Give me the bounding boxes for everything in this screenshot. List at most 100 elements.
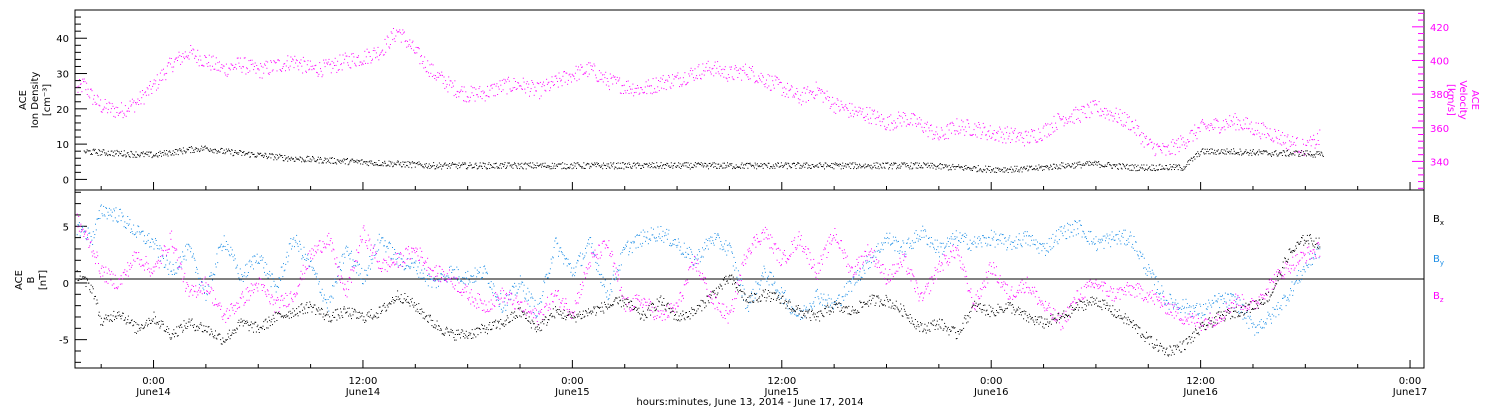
by-series-point bbox=[623, 247, 625, 248]
density-series-point bbox=[120, 150, 122, 152]
by-series-point bbox=[402, 261, 404, 262]
by-series-point bbox=[652, 234, 654, 236]
velocity-series-point bbox=[602, 81, 604, 83]
by-series-point bbox=[149, 241, 151, 243]
density-series-point bbox=[274, 157, 276, 159]
velocity-series-point bbox=[1004, 127, 1006, 129]
density-series-point bbox=[134, 156, 136, 158]
by-series-point bbox=[290, 238, 292, 240]
velocity-series-point bbox=[417, 47, 419, 49]
density-series-point bbox=[745, 163, 747, 164]
density-series-point bbox=[443, 164, 445, 166]
by-series-point bbox=[618, 265, 620, 267]
density-series-point bbox=[657, 166, 659, 167]
velocity-series-point bbox=[517, 82, 519, 84]
velocity-series-point bbox=[1100, 115, 1102, 117]
density-series-point bbox=[352, 158, 354, 160]
by-series-point bbox=[117, 221, 118, 223]
by-series-point bbox=[619, 269, 621, 271]
by-series-point bbox=[769, 271, 771, 273]
velocity-series-point bbox=[100, 99, 102, 101]
by-series-point bbox=[639, 234, 641, 236]
density-series-point bbox=[700, 164, 701, 165]
by-series-point bbox=[909, 242, 911, 244]
velocity-series-point bbox=[717, 71, 719, 73]
velocity-series-point bbox=[936, 126, 938, 128]
by-series-point bbox=[206, 294, 208, 296]
by-series-point bbox=[146, 241, 148, 243]
by-series-point bbox=[895, 239, 897, 241]
velocity-series-point bbox=[526, 81, 528, 83]
density-series-point bbox=[1026, 167, 1027, 169]
by-series-point bbox=[1163, 299, 1165, 301]
density-series-point bbox=[1082, 163, 1084, 165]
density-series-point bbox=[298, 158, 300, 160]
velocity-series-point bbox=[323, 62, 325, 64]
x-tick-date-label: June16 bbox=[1182, 387, 1218, 398]
density-series-point bbox=[802, 166, 804, 168]
density-series-point bbox=[859, 163, 860, 165]
density-series-point bbox=[819, 162, 821, 164]
by-series-point bbox=[1012, 241, 1014, 243]
density-series-point bbox=[864, 167, 866, 169]
by-series-point bbox=[1094, 243, 1095, 245]
by-series-point bbox=[896, 241, 898, 243]
velocity-series-point bbox=[849, 112, 851, 114]
density-series-point bbox=[172, 153, 173, 155]
velocity-series-point bbox=[365, 56, 367, 58]
velocity-series-point bbox=[850, 115, 852, 117]
by-series-point bbox=[1142, 253, 1144, 255]
density-series-point bbox=[321, 162, 323, 164]
by-series-point bbox=[988, 237, 990, 239]
by-series-point bbox=[1094, 243, 1096, 245]
velocity-series-point bbox=[1261, 133, 1263, 135]
density-series-point bbox=[697, 162, 699, 164]
by-series-point bbox=[556, 243, 558, 245]
by-series-point bbox=[868, 268, 870, 270]
velocity-series-point bbox=[273, 60, 275, 62]
density-series-point bbox=[1075, 166, 1077, 167]
density-series-point bbox=[1193, 156, 1195, 158]
velocity-series-point bbox=[658, 80, 659, 81]
density-series-point bbox=[557, 163, 559, 165]
density-series-point bbox=[287, 160, 289, 162]
by-series-point bbox=[631, 242, 633, 244]
by-series-point bbox=[905, 253, 907, 255]
velocity-series-point bbox=[799, 99, 801, 101]
by-series-point bbox=[536, 315, 538, 317]
by-series-point bbox=[421, 277, 423, 279]
velocity-series-point bbox=[1268, 135, 1270, 137]
density-series-point bbox=[1322, 154, 1324, 156]
velocity-series-point bbox=[644, 86, 646, 88]
density-series-point bbox=[894, 163, 895, 165]
density-series-point bbox=[220, 147, 222, 149]
by-series-point bbox=[153, 248, 155, 250]
by-series-point bbox=[205, 299, 207, 301]
velocity-series-point bbox=[1205, 128, 1207, 130]
density-series-point bbox=[499, 164, 501, 166]
velocity-series-point bbox=[1036, 141, 1038, 143]
by-series-point bbox=[295, 241, 297, 243]
velocity-series-point bbox=[1027, 141, 1029, 143]
velocity-series-point bbox=[1256, 133, 1258, 135]
velocity-series-point bbox=[519, 85, 521, 87]
density-series-point bbox=[754, 162, 756, 164]
velocity-series-point bbox=[731, 66, 732, 68]
velocity-series-point bbox=[330, 72, 332, 74]
density-series-point bbox=[363, 161, 364, 163]
by-series-point bbox=[909, 247, 910, 249]
density-series-point bbox=[489, 168, 491, 169]
velocity-series-point bbox=[449, 80, 451, 82]
density-series-point bbox=[238, 152, 240, 154]
density-series-point bbox=[1044, 166, 1046, 167]
density-series-point bbox=[956, 166, 958, 167]
velocity-series-point bbox=[510, 90, 512, 92]
density-series-point bbox=[599, 165, 601, 167]
density-series-point bbox=[1177, 169, 1179, 171]
density-series-point bbox=[977, 170, 979, 172]
velocity-series-point bbox=[595, 74, 597, 76]
density-series-point bbox=[1114, 164, 1116, 165]
by-series-point bbox=[460, 280, 462, 281]
density-series-point bbox=[336, 159, 338, 161]
by-series-point bbox=[194, 259, 196, 261]
